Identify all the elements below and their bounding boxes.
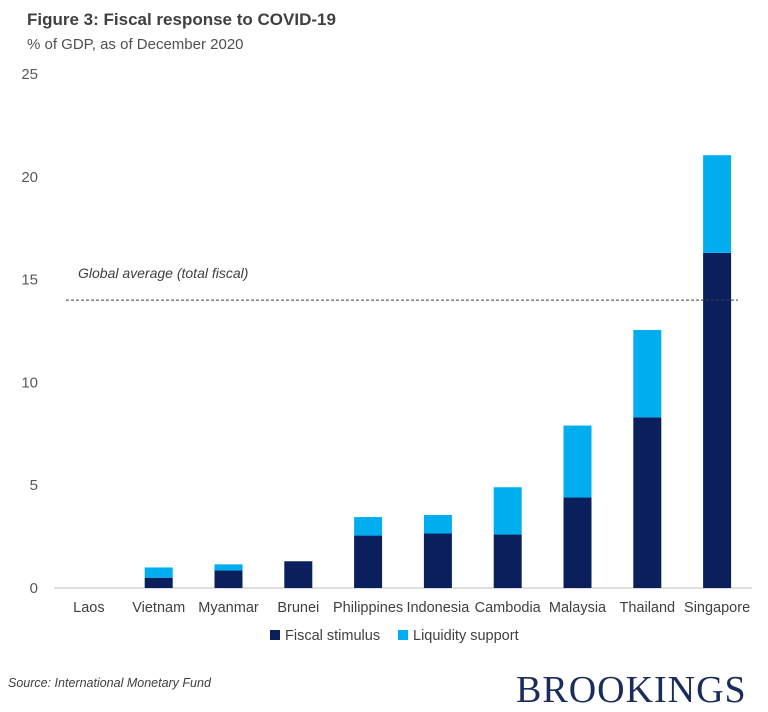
category-label: Malaysia xyxy=(549,600,607,616)
bar-fiscal-stimulus xyxy=(703,252,732,588)
bar-fiscal-stimulus xyxy=(354,535,383,588)
bar-liquidity-support xyxy=(633,329,662,418)
bar-liquidity-support xyxy=(214,564,243,571)
bar-fiscal-stimulus xyxy=(563,497,592,588)
bar-liquidity-support xyxy=(493,487,522,535)
bar-liquidity-support xyxy=(423,515,452,534)
source-note: Source: International Monetary Fund xyxy=(8,676,211,690)
legend-label: Fiscal stimulus xyxy=(285,628,380,644)
y-tick-label: 15 xyxy=(21,272,38,289)
y-tick-label: 10 xyxy=(21,374,38,391)
category-label: Cambodia xyxy=(475,600,542,616)
category-label: Laos xyxy=(73,600,104,616)
y-tick-label: 25 xyxy=(21,66,38,83)
category-label: Brunei xyxy=(277,600,319,616)
bar-liquidity-support xyxy=(563,425,592,498)
chart-title: Figure 3: Fiscal response to COVID-19 xyxy=(27,10,336,29)
y-tick-label: 5 xyxy=(30,477,38,494)
bar-fiscal-stimulus xyxy=(633,417,662,588)
y-tick-label: 20 xyxy=(21,169,38,186)
bar-liquidity-support xyxy=(144,567,173,578)
brookings-logo: BROOKINGS xyxy=(516,669,747,711)
bar-fiscal-stimulus xyxy=(144,577,173,588)
category-label: Indonesia xyxy=(406,600,470,616)
legend-swatch xyxy=(398,630,408,640)
category-label: Myanmar xyxy=(198,600,259,616)
category-label: Thailand xyxy=(619,600,675,616)
category-label: Vietnam xyxy=(132,600,185,616)
bar-fiscal-stimulus xyxy=(423,533,452,588)
legend-swatch xyxy=(270,630,280,640)
bar-liquidity-support xyxy=(354,517,383,536)
category-label: Singapore xyxy=(684,600,750,616)
global-average-label: Global average (total fiscal) xyxy=(78,265,248,281)
category-label: Philippines xyxy=(333,600,403,616)
bar-fiscal-stimulus xyxy=(493,534,522,588)
bar-fiscal-stimulus xyxy=(284,561,313,588)
bar-liquidity-support xyxy=(703,155,732,253)
y-tick-label: 0 xyxy=(30,580,38,597)
chart-subtitle: % of GDP, as of December 2020 xyxy=(27,36,244,53)
bar-fiscal-stimulus xyxy=(214,570,243,588)
legend-label: Liquidity support xyxy=(413,628,519,644)
